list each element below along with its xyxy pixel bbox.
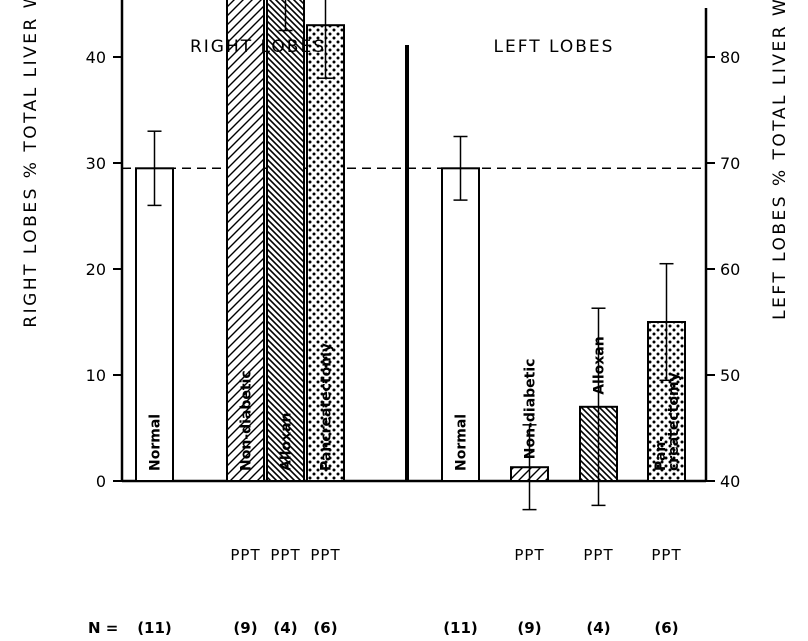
ppt-label: PPT xyxy=(310,546,340,564)
bar-label: Normal xyxy=(148,414,164,471)
axes: 0102030405060405060708090100RIGHT LOBES … xyxy=(21,0,790,491)
left-tick-label: 20 xyxy=(86,260,106,279)
n-label: (4) xyxy=(273,619,297,637)
bar-label: createctomy xyxy=(666,372,682,471)
bar-label: Alloxan xyxy=(279,413,295,472)
n-label: (6) xyxy=(654,619,678,637)
n-label: (11) xyxy=(137,619,172,637)
bar xyxy=(226,0,265,482)
bar-label: Non-diabetic xyxy=(239,370,255,471)
right-tick-label: 50 xyxy=(720,366,740,385)
n-label: (6) xyxy=(313,619,337,637)
left-axis-title: RIGHT LOBES % TOTAL LIVER WEIGHT xyxy=(21,0,41,328)
bar-label: Non-diabetic xyxy=(523,359,539,460)
bar-label: Alloxan xyxy=(592,336,608,395)
ppt-label: PPT xyxy=(230,546,260,564)
n-label: (9) xyxy=(233,619,257,637)
bars xyxy=(135,0,686,511)
n-label: (4) xyxy=(586,619,610,637)
bar xyxy=(441,167,480,483)
right-axis-title: LEFT LOBES % TOTAL LIVER WEIGHT xyxy=(770,0,790,320)
bar-label: Normal xyxy=(454,414,470,471)
n-prefix: N = xyxy=(88,619,118,637)
right-tick-label: 40 xyxy=(720,472,740,491)
right-tick-label: 80 xyxy=(720,48,740,67)
left-tick-label: 40 xyxy=(86,48,106,67)
right-tick-label: 60 xyxy=(720,260,740,279)
right-tick-label: 70 xyxy=(720,154,740,173)
panel-title: RIGHT LOBES xyxy=(190,37,326,57)
n-label: (11) xyxy=(443,619,478,637)
bar xyxy=(135,167,174,483)
ppt-label: PPT xyxy=(651,546,681,564)
left-tick-label: 30 xyxy=(86,154,106,173)
bar xyxy=(266,0,305,483)
bar-label: Pan- xyxy=(653,436,669,471)
labels: RIGHT LOBES Normal (11) Non-diabetic PPT (9) A… xyxy=(88,37,682,637)
left-tick-label: 0 xyxy=(96,472,106,491)
ppt-label: PPT xyxy=(583,546,613,564)
ppt-label: PPT xyxy=(270,546,300,564)
n-label: (9) xyxy=(517,619,541,637)
panel-title: LEFT LOBES xyxy=(494,37,615,57)
bar-label: Pancreatectomy xyxy=(319,343,335,471)
left-tick-label: 10 xyxy=(86,366,106,385)
ppt-label: PPT xyxy=(514,546,544,564)
